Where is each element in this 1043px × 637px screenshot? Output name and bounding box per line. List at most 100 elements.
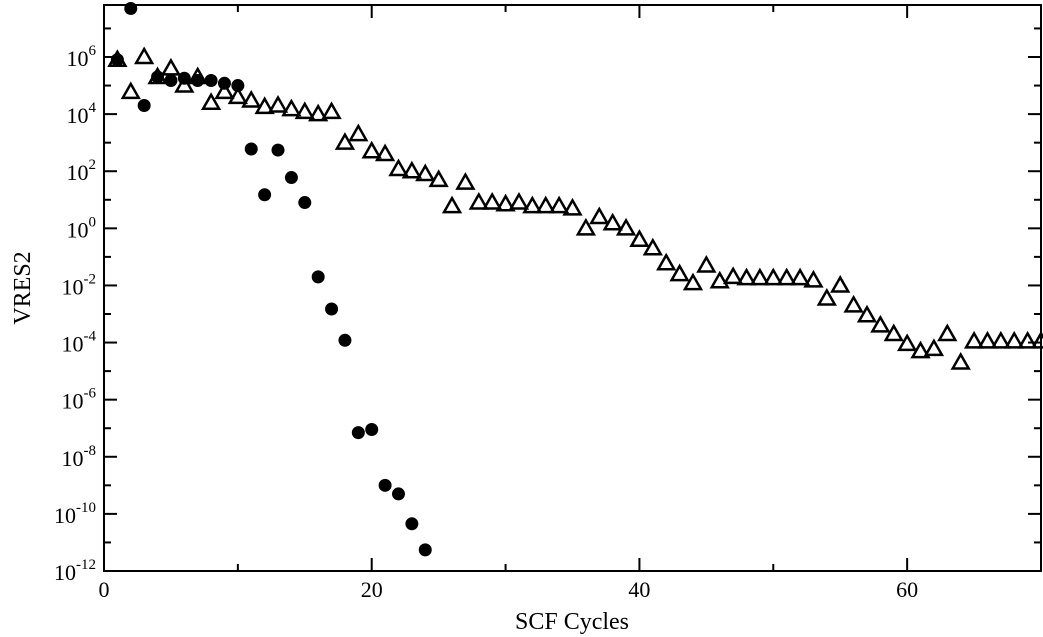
triangle-point	[1017, 330, 1038, 349]
circle-point	[191, 74, 205, 88]
circle-point	[124, 1, 138, 15]
circle-point	[164, 74, 178, 88]
y-tick-label: 102	[67, 157, 97, 185]
circle-point	[365, 423, 379, 437]
triangle-point	[482, 192, 503, 210]
triangle-point	[374, 143, 396, 162]
triangle-point	[415, 163, 436, 182]
triangle-point	[923, 338, 945, 357]
triangle-point	[830, 274, 851, 293]
circle-point	[151, 70, 165, 84]
triangle-point	[950, 351, 971, 370]
circle-point	[204, 74, 218, 88]
triangle-point	[763, 267, 784, 286]
circle-point	[378, 478, 392, 492]
y-tick-label: 10-12	[54, 557, 96, 585]
plot-frame	[103, 4, 1042, 572]
triangle-point	[602, 212, 623, 231]
triangle-point	[843, 294, 864, 313]
y-tick-label: 106	[67, 43, 97, 71]
triangle-point	[722, 266, 744, 285]
triangle-point	[535, 195, 556, 214]
triangle-point	[562, 197, 583, 216]
circle-point	[405, 517, 419, 531]
triangle-point	[455, 172, 476, 190]
circle-point	[110, 53, 124, 67]
triangle-point	[254, 96, 275, 115]
circle-series	[110, 1, 432, 557]
triangle-point	[776, 267, 797, 286]
y-tick-label: 10-8	[62, 443, 97, 471]
triangle-point	[134, 46, 155, 65]
triangle-point	[401, 160, 423, 179]
triangle-point	[883, 323, 904, 342]
triangle-point	[267, 94, 289, 113]
triangle-point	[816, 287, 837, 306]
circle-point	[244, 142, 258, 156]
x-tick-label: 60	[896, 577, 918, 602]
circle-point	[271, 143, 285, 157]
triangle-point	[789, 267, 811, 286]
triangle-point	[508, 192, 530, 210]
circle-point	[298, 196, 312, 210]
triangle-point	[120, 81, 141, 100]
triangle-point	[281, 98, 302, 117]
circle-point	[217, 76, 231, 90]
circle-point	[177, 71, 191, 85]
triangle-point	[388, 158, 409, 177]
triangle-point	[709, 270, 730, 289]
triangle-point	[990, 330, 1011, 349]
triangle-point	[910, 340, 931, 359]
triangle-point	[615, 217, 637, 236]
triangle-point	[308, 103, 329, 122]
circle-point	[137, 99, 151, 113]
x-tick-label: 0	[99, 577, 110, 602]
circle-point	[311, 270, 325, 284]
axis-ticks	[103, 5, 1042, 572]
triangle-point	[334, 132, 356, 150]
triangle-point	[468, 192, 489, 210]
triangle-point	[575, 217, 597, 236]
triangle-point	[348, 123, 369, 142]
triangle-point	[977, 330, 998, 349]
x-tick-label: 20	[361, 577, 383, 602]
triangle-point	[870, 314, 891, 333]
triangle-point	[736, 267, 757, 286]
triangle-point	[856, 304, 878, 323]
triangle-point	[227, 86, 249, 105]
triangle-point	[937, 323, 958, 342]
triangle-point	[696, 254, 717, 273]
triangle-point	[495, 193, 516, 212]
y-axis-title: VRES2	[10, 251, 36, 324]
circle-point	[258, 188, 272, 202]
triangle-point	[522, 195, 543, 214]
y-tick-label: 10-4	[62, 329, 97, 357]
triangle-point	[294, 101, 315, 120]
triangle-point	[963, 330, 985, 349]
triangle-point	[589, 206, 610, 225]
triangle-point	[803, 269, 824, 288]
triangle-point	[896, 333, 918, 352]
triangle-point	[629, 229, 650, 247]
triangle-point	[548, 195, 570, 214]
y-tick-label: 100	[67, 214, 97, 242]
tick-labels: 0 20 40 60 10-12 10-10 10-8 10-6 10-4 10-2 100 102 1…	[54, 43, 918, 602]
triangle-point	[642, 237, 663, 256]
circle-point	[231, 79, 245, 93]
triangle-point	[214, 81, 235, 100]
x-tick-label: 40	[628, 577, 650, 602]
triangle-point	[656, 252, 677, 271]
circle-point	[418, 543, 432, 557]
circle-point	[391, 487, 405, 501]
circle-point	[284, 171, 298, 185]
x-axis-title: SCF Cycles	[515, 609, 629, 635]
triangle-point	[669, 263, 690, 282]
triangle-series	[107, 46, 1043, 370]
y-tick-label: 104	[67, 100, 97, 128]
triangle-point	[241, 89, 262, 108]
triangle-point	[200, 92, 222, 110]
circle-point	[338, 333, 352, 347]
y-tick-label: 10-2	[62, 271, 97, 299]
triangle-point	[174, 75, 195, 93]
